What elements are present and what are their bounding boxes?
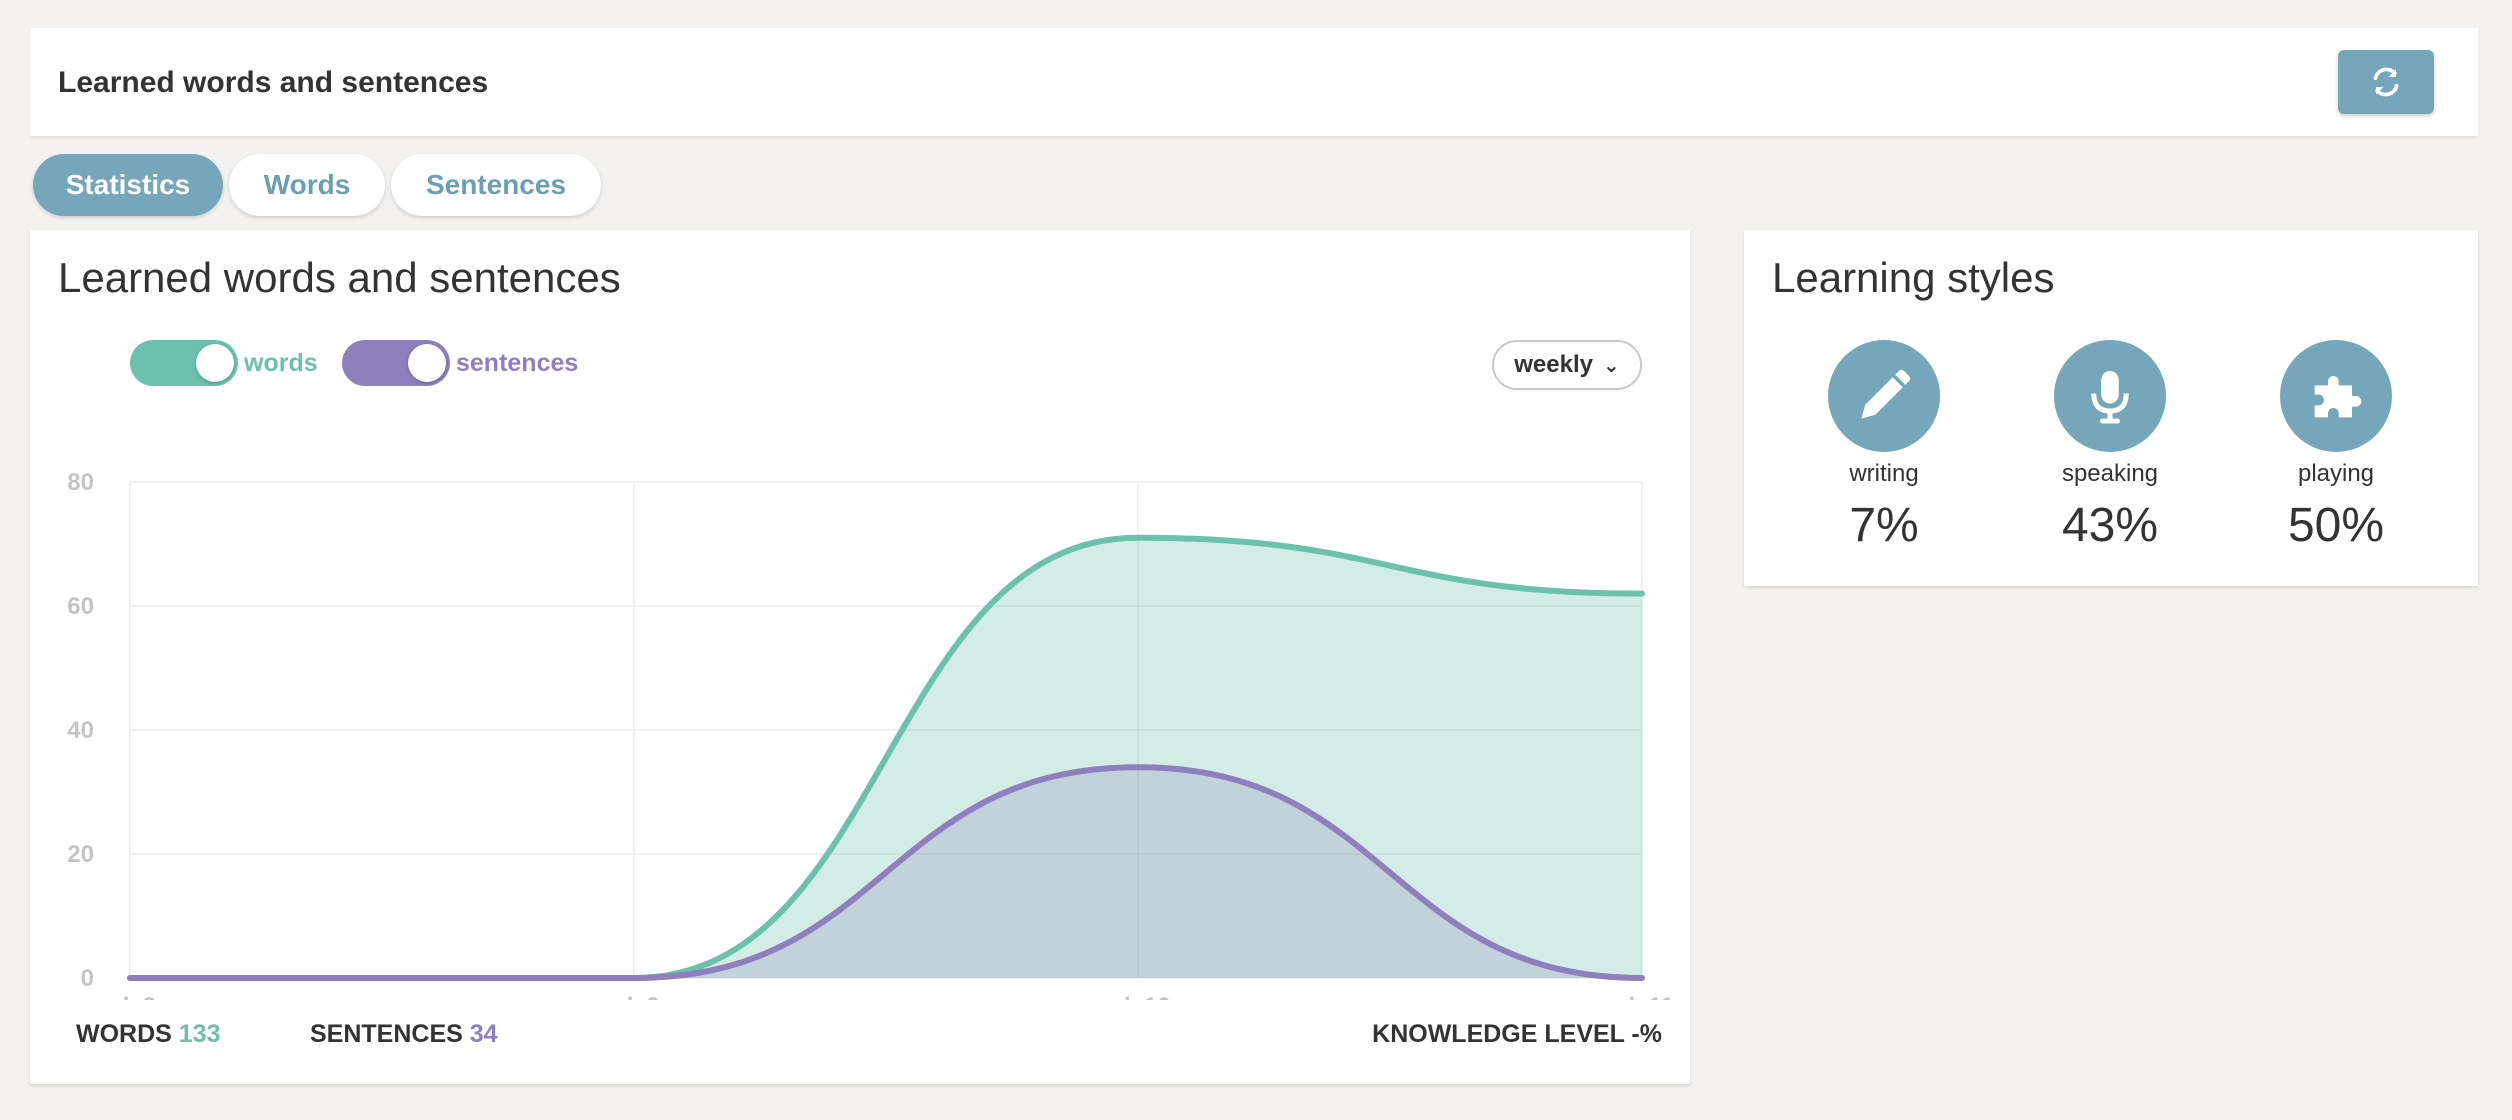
words-total-label: WORDS	[76, 1020, 172, 1048]
pencil-icon	[1861, 369, 1911, 419]
page-title: Learned words and sentences	[58, 66, 489, 99]
tab-words[interactable]: Words	[229, 154, 385, 216]
knowledge-level: KNOWLEDGE LEVEL -%	[1372, 1020, 1662, 1048]
refresh-button[interactable]	[2338, 50, 2434, 114]
puzzle-icon	[2314, 376, 2362, 418]
period-select[interactable]: weekly ⌄	[1492, 340, 1642, 390]
y-tick-label: 20	[67, 841, 94, 868]
style-speaking: speaking 43%	[2030, 340, 2190, 553]
x-tick-label: wk 11	[1609, 993, 1674, 1000]
learning-styles-title: Learning styles	[1772, 254, 2055, 301]
y-tick-label: 40	[67, 717, 94, 744]
sentences-toggle-label: sentences	[456, 348, 579, 377]
microphone-icon	[2091, 371, 2129, 424]
style-writing-value: 7%	[1849, 499, 1919, 552]
words-total-value: 133	[178, 1020, 221, 1048]
y-tick-label: 80	[67, 469, 94, 496]
sentences-toggle[interactable]: sentences	[342, 340, 578, 386]
style-writing-badge	[1828, 340, 1940, 452]
sentences-total-value: 34	[469, 1020, 498, 1048]
sentences-toggle-switch[interactable]	[342, 340, 450, 386]
style-writing: writing 7%	[1804, 340, 1964, 553]
tab-statistics[interactable]: Statistics	[33, 154, 223, 216]
header-bar: Learned words and sentences	[30, 28, 2478, 136]
x-tick-label: wk 10	[1104, 993, 1170, 1000]
style-playing: playing 50%	[2256, 340, 2416, 553]
sentences-total-label: SENTENCES	[310, 1020, 463, 1048]
tab-bar: Statistics Words Sentences	[33, 154, 601, 216]
style-playing-badge	[2280, 340, 2392, 452]
y-tick-label: 60	[67, 593, 94, 620]
tab-sentences[interactable]: Sentences	[391, 154, 601, 216]
style-writing-label: writing	[1849, 460, 1919, 487]
style-speaking-value: 43%	[2061, 499, 2159, 552]
words-toggle[interactable]: words	[130, 340, 318, 386]
words-total: WORDS 133	[76, 1020, 221, 1049]
style-playing-value: 50%	[2287, 499, 2385, 552]
chart-card-title: Learned words and sentences	[58, 254, 621, 301]
refresh-icon	[2373, 67, 2399, 97]
x-tick-label: wk 9	[607, 993, 660, 1000]
learning-styles-card: Learning styles writing 7% speaking 43%	[1744, 230, 2478, 586]
words-toggle-switch[interactable]	[130, 340, 238, 386]
sentences-total: SENTENCES 34	[310, 1020, 498, 1049]
words-toggle-label: words	[244, 348, 318, 377]
area-chart: 0 20 40 60 80 wk 8 wk 9 wk 10 wk 11	[67, 469, 1674, 1000]
style-speaking-label: speaking	[2061, 460, 2159, 487]
period-select-value: weekly	[1514, 351, 1593, 378]
learned-chart-card: Learned words and sentences words senten…	[30, 230, 1690, 1084]
x-tick-label: wk 8	[103, 993, 156, 1000]
sentences-series-line	[127, 764, 1645, 982]
style-speaking-badge	[2054, 340, 2166, 452]
style-playing-label: playing	[2297, 460, 2375, 487]
chevron-down-icon: ⌄	[1602, 354, 1620, 377]
y-tick-label: 0	[81, 965, 94, 992]
